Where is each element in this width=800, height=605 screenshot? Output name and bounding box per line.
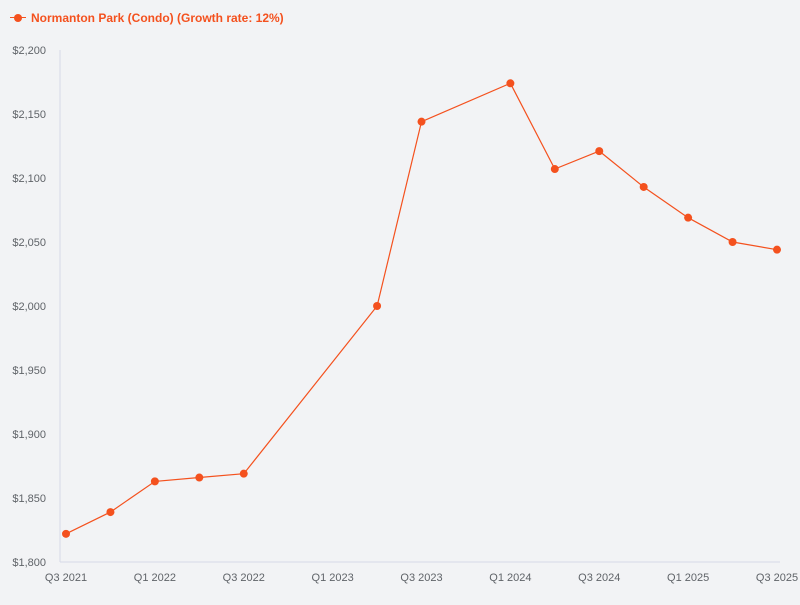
data-point [595,147,604,156]
x-tick-label: Q1 2025 [667,572,709,584]
x-tick-label: Q3 2021 [45,572,87,584]
data-point [550,165,559,174]
data-point [506,79,515,88]
data-point [684,213,693,222]
legend-label: Normanton Park (Condo) (Growth rate: 12%… [31,11,284,25]
x-tick-label: Q3 2022 [223,572,265,584]
data-point [239,469,248,478]
data-point [373,302,382,310]
x-tick-label: Q1 2023 [312,572,354,584]
series-line [65,82,778,535]
legend-marker-dot [14,14,22,22]
x-tick-label: Q1 2024 [489,572,531,584]
data-point [195,473,204,482]
series-layer [62,79,781,538]
data-point [728,238,737,246]
x-tick-label: Q3 2023 [400,572,442,584]
y-tick-label: $1,800 [12,557,46,569]
data-point [62,529,70,538]
y-tick-label: $2,000 [12,301,46,313]
data-point [417,117,426,126]
y-tick-label: $2,100 [12,173,46,185]
x-tick-label: Q1 2022 [134,572,176,584]
axes: $1,800 $1,850 $1,900 $1,950 $2,000 $2,050 $2,1… [12,45,798,584]
data-point [773,245,781,254]
x-tick-label: Q3 2025 [756,572,798,584]
data-point [106,508,115,517]
data-point [639,182,648,191]
y-tick-label: $1,950 [12,365,46,377]
y-tick-label: $1,850 [12,493,46,505]
y-tick-label: $2,200 [12,45,46,57]
y-tick-label: $2,050 [12,237,46,249]
legend-marker-icon [10,13,26,23]
y-tick-label: $2,150 [12,109,46,121]
x-tick-label: Q3 2024 [578,572,620,584]
y-tick-label: $1,900 [12,429,46,441]
legend[interactable]: Normanton Park (Condo) (Growth rate: 12%… [10,8,284,28]
data-point [150,477,159,486]
